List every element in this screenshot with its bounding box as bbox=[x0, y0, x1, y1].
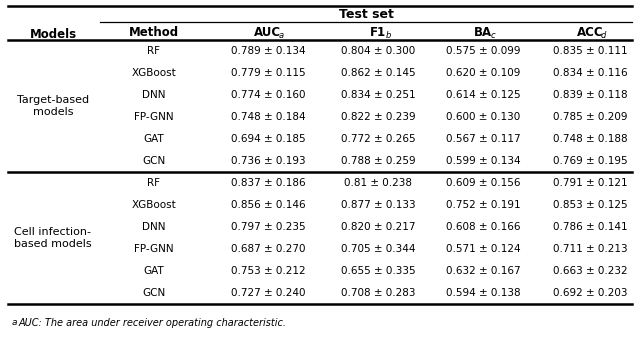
Text: 0.620 ± 0.109: 0.620 ± 0.109 bbox=[446, 68, 520, 78]
Text: 0.727 ± 0.240: 0.727 ± 0.240 bbox=[231, 288, 305, 298]
Text: 0.772 ± 0.265: 0.772 ± 0.265 bbox=[340, 134, 415, 144]
Text: 0.774 ± 0.160: 0.774 ± 0.160 bbox=[231, 90, 305, 100]
Text: 0.705 ± 0.344: 0.705 ± 0.344 bbox=[340, 244, 415, 254]
Text: FP-GNN: FP-GNN bbox=[134, 112, 174, 122]
Text: F1: F1 bbox=[370, 26, 386, 38]
Text: Test set: Test set bbox=[339, 7, 394, 21]
Text: DNN: DNN bbox=[142, 222, 166, 232]
Text: GAT: GAT bbox=[143, 266, 164, 276]
Text: 0.81 ± 0.238: 0.81 ± 0.238 bbox=[344, 178, 412, 188]
Text: 0.608 ± 0.166: 0.608 ± 0.166 bbox=[445, 222, 520, 232]
Text: 0.614 ± 0.125: 0.614 ± 0.125 bbox=[445, 90, 520, 100]
Text: 0.791 ± 0.121: 0.791 ± 0.121 bbox=[553, 178, 627, 188]
Text: XGBoost: XGBoost bbox=[132, 68, 177, 78]
Text: Target-based
models: Target-based models bbox=[17, 95, 89, 117]
Text: 0.663 ± 0.232: 0.663 ± 0.232 bbox=[553, 266, 627, 276]
Text: 0.571 ± 0.124: 0.571 ± 0.124 bbox=[445, 244, 520, 254]
Text: 0.786 ± 0.141: 0.786 ± 0.141 bbox=[553, 222, 627, 232]
Text: 0.594 ± 0.138: 0.594 ± 0.138 bbox=[445, 288, 520, 298]
Text: 0.769 ± 0.195: 0.769 ± 0.195 bbox=[553, 156, 627, 166]
Text: a: a bbox=[278, 31, 284, 41]
Text: GCN: GCN bbox=[142, 156, 166, 166]
Text: XGBoost: XGBoost bbox=[132, 200, 177, 210]
Text: b: b bbox=[385, 31, 391, 41]
Text: 0.822 ± 0.239: 0.822 ± 0.239 bbox=[340, 112, 415, 122]
Text: 0.609 ± 0.156: 0.609 ± 0.156 bbox=[445, 178, 520, 188]
Text: 0.835 ± 0.111: 0.835 ± 0.111 bbox=[553, 46, 627, 56]
Text: GCN: GCN bbox=[142, 288, 166, 298]
Text: 0.856 ± 0.146: 0.856 ± 0.146 bbox=[230, 200, 305, 210]
Text: 0.575 ± 0.099: 0.575 ± 0.099 bbox=[445, 46, 520, 56]
Text: 0.736 ± 0.193: 0.736 ± 0.193 bbox=[230, 156, 305, 166]
Text: 0.789 ± 0.134: 0.789 ± 0.134 bbox=[230, 46, 305, 56]
Text: Cell infection-
based models: Cell infection- based models bbox=[14, 227, 92, 249]
Text: RF: RF bbox=[147, 46, 161, 56]
Text: 0.599 ± 0.134: 0.599 ± 0.134 bbox=[445, 156, 520, 166]
Text: ACC: ACC bbox=[577, 26, 604, 38]
Text: AUC: The area under receiver operating characteristic.: AUC: The area under receiver operating c… bbox=[19, 318, 287, 328]
Text: RF: RF bbox=[147, 178, 161, 188]
Text: d: d bbox=[600, 31, 606, 41]
Text: 0.567 ± 0.117: 0.567 ± 0.117 bbox=[445, 134, 520, 144]
Text: 0.877 ± 0.133: 0.877 ± 0.133 bbox=[340, 200, 415, 210]
Text: DNN: DNN bbox=[142, 90, 166, 100]
Text: a: a bbox=[12, 318, 17, 327]
Text: 0.834 ± 0.251: 0.834 ± 0.251 bbox=[340, 90, 415, 100]
Text: 0.752 ± 0.191: 0.752 ± 0.191 bbox=[445, 200, 520, 210]
Text: 0.820 ± 0.217: 0.820 ± 0.217 bbox=[340, 222, 415, 232]
Text: 0.753 ± 0.212: 0.753 ± 0.212 bbox=[230, 266, 305, 276]
Text: 0.788 ± 0.259: 0.788 ± 0.259 bbox=[340, 156, 415, 166]
Text: AUC: AUC bbox=[255, 26, 282, 38]
Text: 0.687 ± 0.270: 0.687 ± 0.270 bbox=[231, 244, 305, 254]
Text: 0.797 ± 0.235: 0.797 ± 0.235 bbox=[230, 222, 305, 232]
Text: 0.748 ± 0.184: 0.748 ± 0.184 bbox=[230, 112, 305, 122]
Text: 0.779 ± 0.115: 0.779 ± 0.115 bbox=[230, 68, 305, 78]
Text: c: c bbox=[490, 31, 495, 41]
Text: 0.600 ± 0.130: 0.600 ± 0.130 bbox=[446, 112, 520, 122]
Text: 0.692 ± 0.203: 0.692 ± 0.203 bbox=[553, 288, 627, 298]
Text: 0.837 ± 0.186: 0.837 ± 0.186 bbox=[230, 178, 305, 188]
Text: 0.708 ± 0.283: 0.708 ± 0.283 bbox=[340, 288, 415, 298]
Text: Models: Models bbox=[29, 27, 77, 41]
Text: GAT: GAT bbox=[143, 134, 164, 144]
Text: FP-GNN: FP-GNN bbox=[134, 244, 174, 254]
Text: 0.853 ± 0.125: 0.853 ± 0.125 bbox=[553, 200, 627, 210]
Text: 0.785 ± 0.209: 0.785 ± 0.209 bbox=[553, 112, 627, 122]
Text: Method: Method bbox=[129, 26, 179, 38]
Text: 0.804 ± 0.300: 0.804 ± 0.300 bbox=[341, 46, 415, 56]
Text: BA: BA bbox=[474, 26, 492, 38]
Text: 0.655 ± 0.335: 0.655 ± 0.335 bbox=[340, 266, 415, 276]
Text: 0.748 ± 0.188: 0.748 ± 0.188 bbox=[553, 134, 627, 144]
Text: 0.632 ± 0.167: 0.632 ± 0.167 bbox=[445, 266, 520, 276]
Text: 0.862 ± 0.145: 0.862 ± 0.145 bbox=[340, 68, 415, 78]
Text: 0.694 ± 0.185: 0.694 ± 0.185 bbox=[230, 134, 305, 144]
Text: 0.834 ± 0.116: 0.834 ± 0.116 bbox=[553, 68, 627, 78]
Text: 0.711 ± 0.213: 0.711 ± 0.213 bbox=[553, 244, 627, 254]
Text: 0.839 ± 0.118: 0.839 ± 0.118 bbox=[553, 90, 627, 100]
